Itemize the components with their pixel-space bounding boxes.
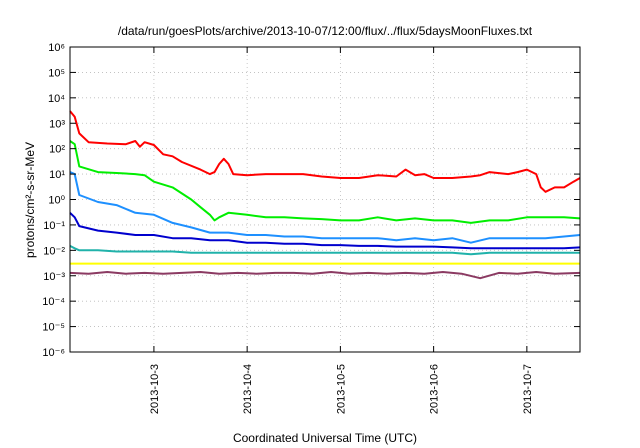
- y-tick-label: 10⁰: [48, 195, 65, 207]
- chart-title: /data/run/goesPlots/archive/2013-10-07/1…: [118, 24, 533, 38]
- x-axis-label: Coordinated Universal Time (UTC): [233, 431, 417, 445]
- x-tick-label: 2013-10-6: [429, 364, 441, 414]
- y-tick-label: 10⁻²: [43, 245, 65, 257]
- series-line-7: [69, 271, 581, 280]
- series-line-5: [69, 245, 580, 256]
- y-tick-label: 10⁻³: [43, 271, 65, 283]
- ticks: [70, 46, 580, 353]
- y-axis-label: protons/cm²-s-sr-MeV: [23, 142, 37, 258]
- grid: [70, 47, 580, 352]
- series-line-1: [69, 110, 581, 193]
- series-line-4: [69, 212, 581, 250]
- series-layer: [69, 110, 581, 280]
- x-tick-labels: 2013-10-3 2013-10-4 2013-10-5 2013-10-6 2013…: [149, 364, 534, 414]
- series-line-3: [69, 171, 581, 244]
- y-tick-label: 10⁻⁶: [42, 347, 65, 359]
- series-line-2: [69, 140, 581, 224]
- x-tick-label: 2013-10-7: [522, 364, 534, 414]
- y-tick-label: 10⁶: [48, 42, 65, 54]
- y-tick-label: 10⁻⁴: [42, 296, 65, 308]
- y-tick-label: 10⁻¹: [43, 220, 65, 232]
- x-tick-label: 2013-10-3: [149, 364, 161, 414]
- y-tick-label: 10⁻⁵: [42, 322, 65, 334]
- y-tick-label: 10¹: [49, 169, 65, 181]
- y-tick-label: 10⁵: [48, 67, 65, 79]
- y-tick-labels: 10⁻⁶ 10⁻⁵ 10⁻⁴ 10⁻³ 10⁻² 10⁻¹ 10⁰ 10¹ 10² 10³ 10⁴ 1…: [42, 42, 65, 359]
- x-tick-label: 2013-10-5: [335, 364, 347, 414]
- y-tick-label: 10⁴: [48, 93, 65, 105]
- y-tick-label: 10³: [49, 118, 65, 130]
- x-tick-label: 2013-10-4: [242, 364, 254, 414]
- y-tick-label: 10²: [49, 144, 65, 156]
